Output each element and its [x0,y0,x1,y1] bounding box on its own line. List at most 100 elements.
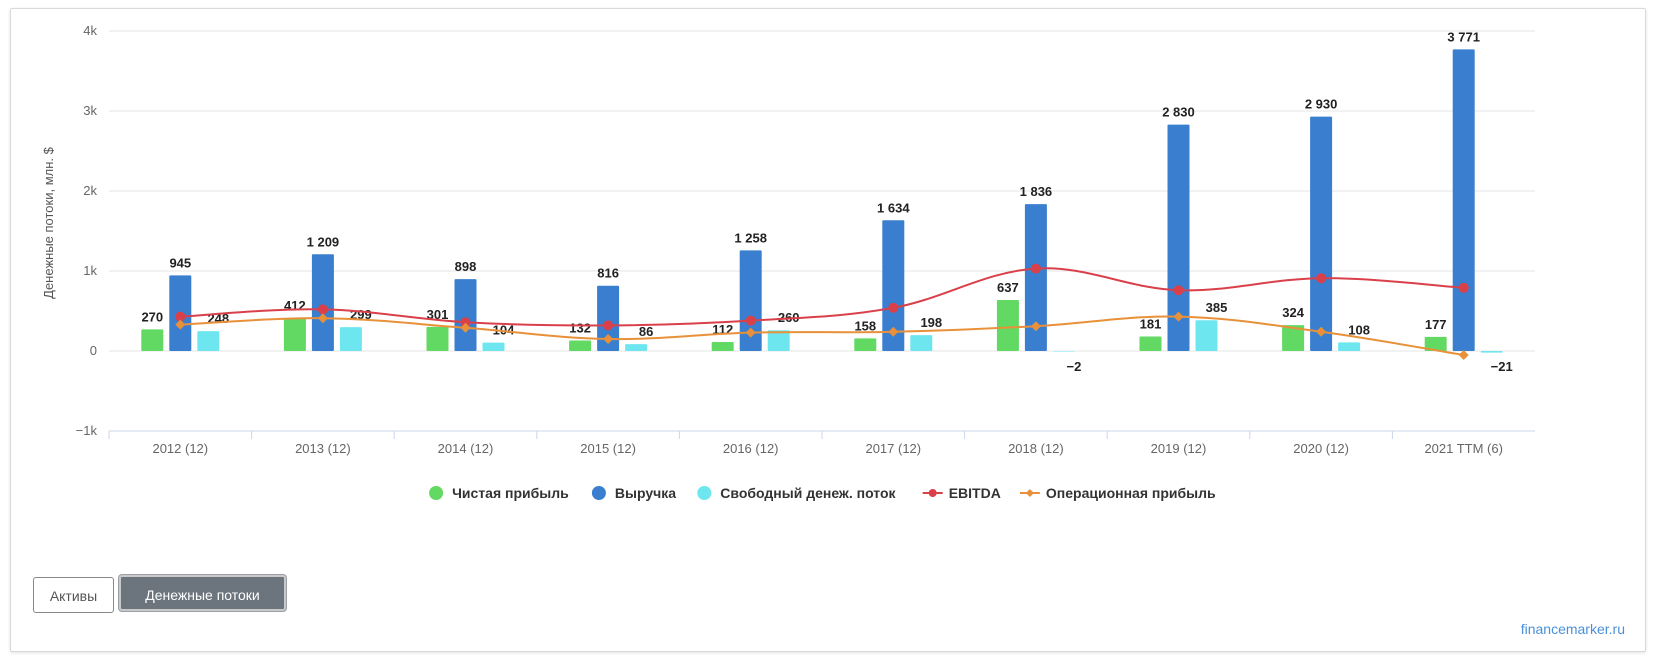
assets-tab-button[interactable]: Активы [33,577,114,613]
data-label: 108 [1348,322,1370,337]
data-label: 637 [997,280,1019,295]
bar [996,300,1019,351]
bar [739,250,762,351]
bar [141,329,164,351]
data-label: 158 [854,318,876,333]
data-label: −2 [1066,359,1081,374]
data-label: −21 [1491,359,1513,374]
data-label: 3 771 [1447,29,1480,44]
x-tick-label: 2015 (12) [580,441,636,456]
data-label: 1 836 [1020,184,1053,199]
bar [1338,342,1361,351]
bar [1480,351,1503,353]
data-label: 270 [141,309,163,324]
bar [339,327,362,351]
series-point [317,313,328,324]
y-tick-label: 0 [90,343,97,358]
x-tick-label: 2020 (12) [1293,441,1349,456]
y-tick-label: 3k [83,103,97,118]
x-tick-label: 2016 (12) [723,441,779,456]
legend-label: Свободный денеж. поток [720,485,896,501]
legend-label: Чистая прибыль [452,485,569,501]
data-label: 1 634 [877,200,910,215]
series-point [1173,285,1184,296]
bar [882,220,905,351]
bar [1310,116,1333,351]
bar [283,318,306,351]
data-label: 1 258 [734,230,767,245]
data-label: 945 [169,255,191,270]
series-point [745,327,756,338]
series-point [1030,321,1041,332]
bar [910,335,933,351]
legend-marker [591,486,606,500]
series-point [603,334,614,344]
series-point [888,302,899,313]
series-point [175,319,186,330]
data-label: 816 [597,266,619,281]
bar [1452,49,1475,351]
series-point [317,304,328,315]
bar [767,330,790,351]
series-point [1030,263,1041,274]
data-label: 324 [1282,305,1304,320]
bar [311,254,334,351]
bar [569,340,592,351]
cashflows-tab-button[interactable]: Денежные потоки [119,575,286,611]
x-tick-label: 2013 (12) [295,441,351,456]
series-point [888,326,899,337]
bar [197,331,220,351]
y-tick-label: 4k [83,23,97,38]
x-tick-label: 2021 TTM (6) [1424,441,1503,456]
series-point [1316,273,1327,284]
bar [1139,336,1162,351]
bar [426,326,449,351]
x-tick-label: 2014 (12) [438,441,494,456]
bar [625,344,648,351]
bar [1195,320,1218,351]
data-label: 132 [569,320,591,335]
bar [1167,124,1190,351]
bar [1282,325,1305,351]
series-point [745,315,756,326]
brand-link[interactable]: financemarker.ru [1520,621,1625,637]
y-axis-title: Денежные потоки, млн. $ [41,146,56,298]
data-label: 104 [493,323,515,338]
data-label: 2 930 [1305,97,1338,112]
chart-card: −1k 0 1k 2k 3k 4k Денежные потоки, млн. $ 2012 … [10,8,1646,652]
data-label: 1 209 [307,234,340,249]
series-point [460,322,471,333]
series-line [180,315,1464,356]
legend-label: Выручка [615,485,676,501]
data-label: 86 [639,324,653,339]
series-point [1173,311,1184,322]
cashflow-chart: −1k 0 1k 2k 3k 4k Денежные потоки, млн. $ 2012 … [41,23,1535,501]
data-label: 181 [1140,317,1162,332]
bar [597,285,620,351]
data-label: 2 830 [1162,105,1195,120]
series-point [1458,282,1469,293]
data-label: 177 [1425,317,1447,332]
y-tick-label: 1k [83,263,97,278]
data-label: 385 [1206,300,1228,315]
legend-label: EBITDA [949,485,1001,501]
x-tick-label: 2019 (12) [1151,441,1207,456]
bar [854,338,877,351]
legend-label: Операционная прибыль [1046,485,1216,501]
y-tick-label: 2k [83,183,97,198]
series-line [180,267,1464,327]
data-label: 301 [427,307,449,322]
bar [1424,336,1447,351]
bar [1052,351,1075,352]
series-point [175,311,186,322]
bar [482,342,505,351]
y-tick-label: −1k [76,423,98,438]
x-tick-label: 2018 (12) [1008,441,1064,456]
series-point [1458,350,1469,360]
data-label: 198 [920,315,942,330]
x-tick-label: 2017 (12) [865,441,921,456]
legend-marker [697,486,712,500]
legend-marker-point [928,489,937,497]
bar [1024,204,1047,351]
bar [454,279,477,351]
